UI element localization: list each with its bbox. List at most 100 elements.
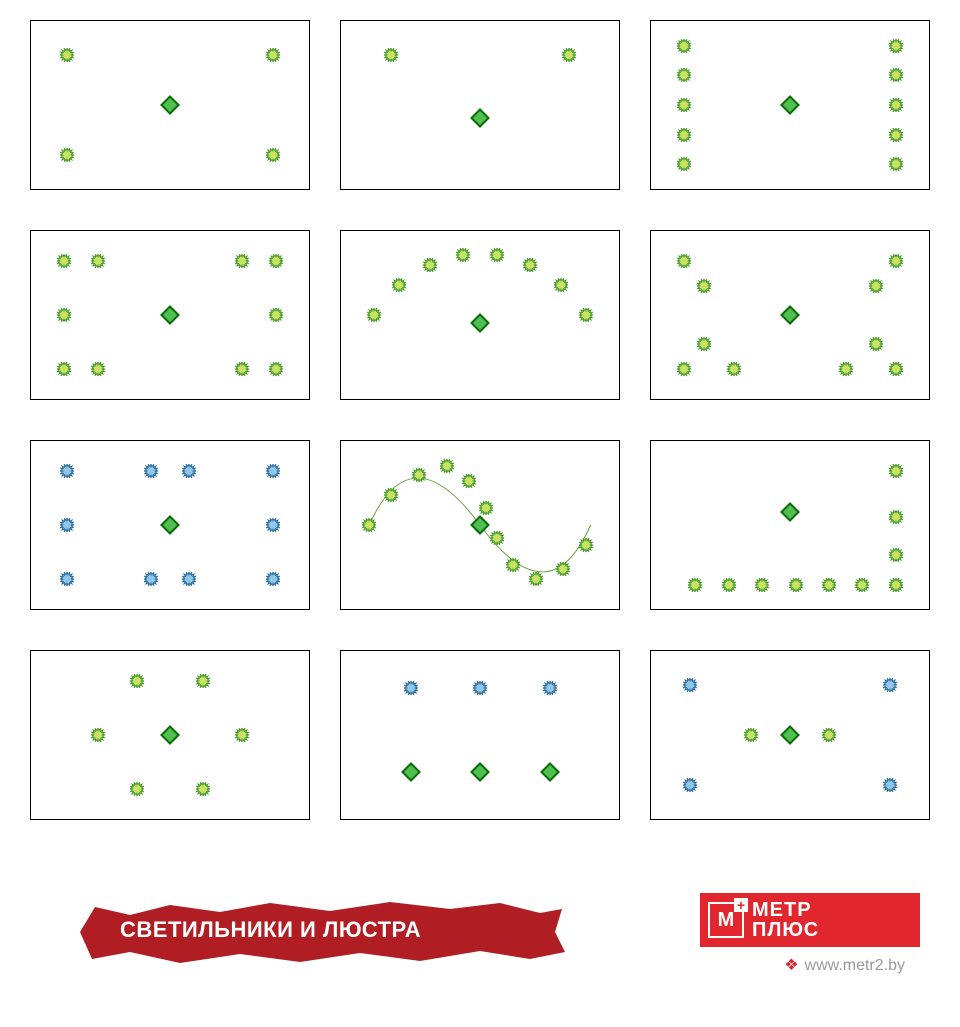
spotlight-marker xyxy=(677,157,691,171)
spotlight-marker xyxy=(60,464,74,478)
spotlight-marker xyxy=(889,254,903,268)
spotlight-marker xyxy=(91,362,105,376)
spotlight-marker xyxy=(889,578,903,592)
spotlight-marker xyxy=(60,48,74,62)
spotlight-marker xyxy=(266,148,280,162)
spotlight-marker xyxy=(456,248,470,262)
spotlight-marker xyxy=(822,728,836,742)
globe-icon: ❖ xyxy=(784,957,798,974)
layout-grid xyxy=(30,20,930,820)
spotlight-marker xyxy=(60,572,74,586)
layout-panel xyxy=(340,440,620,610)
layout-panel xyxy=(30,440,310,610)
spotlight-marker xyxy=(392,278,406,292)
spotlight-marker xyxy=(57,362,71,376)
layout-panel xyxy=(30,650,310,820)
logo-mark: М + xyxy=(708,902,744,938)
title-banner: СВЕТИЛЬНИКИ И ЛЮСТРА xyxy=(70,897,570,967)
spotlight-marker xyxy=(889,68,903,82)
chandelier-marker xyxy=(780,725,800,745)
spotlight-marker xyxy=(130,782,144,796)
spotlight-marker xyxy=(196,674,210,688)
spotlight-marker xyxy=(196,782,210,796)
spotlight-marker xyxy=(683,778,697,792)
logo-letter: М xyxy=(718,909,735,932)
layout-panel xyxy=(650,230,930,400)
chandelier-marker xyxy=(160,95,180,115)
spotlight-marker xyxy=(822,578,836,592)
layout-panel xyxy=(30,20,310,190)
spotlight-marker xyxy=(235,362,249,376)
logo-text: МЕТР ПЛЮС xyxy=(752,900,819,940)
chandelier-marker xyxy=(470,313,490,333)
spotlight-marker xyxy=(506,558,520,572)
spotlight-marker xyxy=(889,510,903,524)
layout-panel xyxy=(340,230,620,400)
spotlight-marker xyxy=(60,148,74,162)
spotlight-marker xyxy=(677,68,691,82)
spotlight-marker xyxy=(266,572,280,586)
spotlight-marker xyxy=(367,308,381,322)
spotlight-marker xyxy=(889,128,903,142)
chandelier-marker xyxy=(780,502,800,522)
spotlight-marker xyxy=(677,98,691,112)
brand-logo: М + МЕТР ПЛЮС xyxy=(700,893,920,947)
plus-icon: + xyxy=(734,898,748,912)
spotlight-marker xyxy=(562,48,576,62)
spotlight-marker xyxy=(384,488,398,502)
spotlight-marker xyxy=(266,48,280,62)
spotlight-marker xyxy=(440,459,454,473)
spotlight-marker xyxy=(839,362,853,376)
spotlight-marker xyxy=(869,337,883,351)
spotlight-marker xyxy=(269,308,283,322)
spotlight-marker xyxy=(266,518,280,532)
spotlight-marker xyxy=(412,468,426,482)
chandelier-marker xyxy=(780,95,800,115)
spotlight-marker xyxy=(462,474,476,488)
logo-line-2: ПЛЮС xyxy=(752,920,819,940)
spotlight-marker xyxy=(855,578,869,592)
spotlight-marker xyxy=(57,308,71,322)
layout-panel xyxy=(650,650,930,820)
spotlight-marker xyxy=(543,681,557,695)
layout-panel xyxy=(30,230,310,400)
layout-panel xyxy=(340,650,620,820)
spotlight-marker xyxy=(554,278,568,292)
spotlight-marker xyxy=(182,572,196,586)
spotlight-marker xyxy=(556,562,570,576)
spotlight-marker xyxy=(677,254,691,268)
footer: СВЕТИЛЬНИКИ И ЛЮСТРА М + МЕТР ПЛЮС ❖ www.… xyxy=(0,887,960,997)
spotlight-marker xyxy=(869,279,883,293)
spotlight-marker xyxy=(883,678,897,692)
spotlight-marker xyxy=(91,728,105,742)
url-text: www.metr2.by xyxy=(805,957,905,974)
spotlight-marker xyxy=(523,258,537,272)
spotlight-marker xyxy=(727,362,741,376)
spotlight-marker xyxy=(688,578,702,592)
chandelier-marker xyxy=(160,515,180,535)
layout-panel xyxy=(650,20,930,190)
banner-title: СВЕТИЛЬНИКИ И ЛЮСТРА xyxy=(120,917,421,943)
chandelier-marker xyxy=(470,109,490,129)
spotlight-marker xyxy=(579,538,593,552)
spotlight-marker xyxy=(269,362,283,376)
spotlight-marker xyxy=(235,254,249,268)
spotlight-marker xyxy=(384,48,398,62)
spotlight-marker xyxy=(889,98,903,112)
spotlight-marker xyxy=(722,578,736,592)
spotlight-marker xyxy=(60,518,74,532)
spotlight-marker xyxy=(269,254,283,268)
spotlight-marker xyxy=(473,681,487,695)
spotlight-marker xyxy=(91,254,105,268)
spotlight-marker xyxy=(266,464,280,478)
spotlight-marker xyxy=(490,531,504,545)
chandelier-marker xyxy=(160,305,180,325)
chandelier-marker xyxy=(780,305,800,325)
spotlight-marker xyxy=(677,128,691,142)
spotlight-marker xyxy=(57,254,71,268)
spotlight-marker xyxy=(182,464,196,478)
spotlight-marker xyxy=(889,362,903,376)
chandelier-marker xyxy=(160,725,180,745)
logo-line-1: МЕТР xyxy=(752,900,819,920)
spotlight-marker xyxy=(755,578,769,592)
